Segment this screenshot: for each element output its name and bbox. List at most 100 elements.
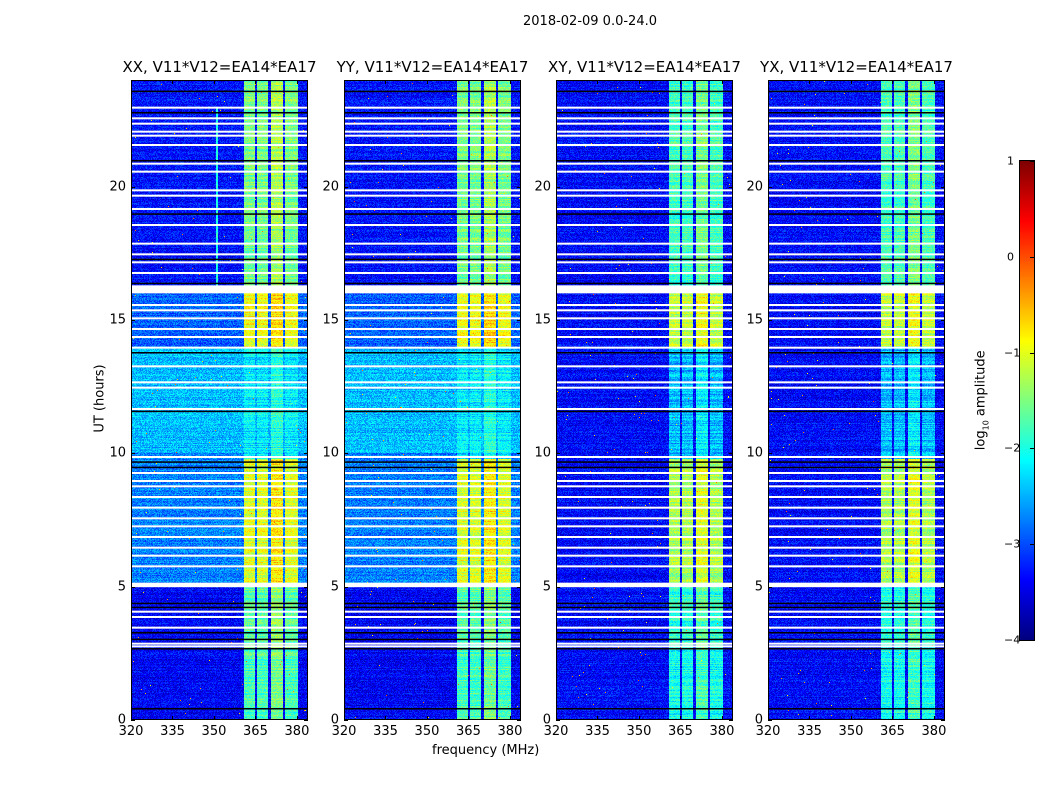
y-tick-mark [304,720,308,721]
y-tick-mark [941,320,945,321]
y-tick-mark [768,186,772,188]
y-tick-mark [768,453,772,455]
x-tick-label: 380 [709,724,735,739]
y-tick-label: 5 [754,579,763,595]
panel-xy: XY, V11*V12=EA14*EA17 320 335 350 365 380 0 5 10… [534,58,740,739]
panel-xx: XX, V11*V12=EA14*EA17 320 335 350 365 380 0 5 10… [109,58,316,739]
y-tick-mark [941,186,945,188]
colorbar-tick-mark [1030,544,1034,546]
y-tick-label: 15 [109,312,126,328]
x-tick-mark [172,80,174,84]
y-tick-mark [344,720,348,721]
y-tick-mark [729,320,733,321]
x-tick-mark [296,80,298,84]
y-tick-label: 20 [109,179,126,195]
x-tick-mark [721,716,723,720]
x-tick-mark [680,80,682,84]
x-tick-label: 350 [838,724,864,739]
spectrogram-heatmap [768,80,945,720]
y-tick-mark [517,720,521,721]
x-axis-label: frequency (MHz) [432,743,540,758]
y-tick-label: 10 [746,445,763,461]
x-tick-mark [426,80,428,84]
y-tick-label: 20 [322,179,339,195]
x-tick-mark [509,716,511,720]
x-tick-label: 350 [626,724,652,739]
x-tick-label: 335 [160,724,185,739]
x-tick-label: 365 [243,724,268,739]
colorbar-tick-mark [1030,256,1034,258]
panel-title: XX, V11*V12=EA14*EA17 [122,58,317,76]
colorbar-tick-mark [1030,352,1034,354]
y-tick-label: 0 [117,712,126,728]
y-tick-mark [556,320,560,321]
x-tick-label: 380 [921,724,947,739]
x-tick-mark [131,716,132,720]
x-tick-label: 380 [497,724,523,739]
y-tick-mark [304,586,308,588]
x-tick-label: 320 [755,724,781,739]
x-tick-mark [255,80,257,84]
y-tick-label: 10 [109,445,126,461]
x-tick-mark [172,716,174,720]
y-tick-mark [344,186,348,188]
y-tick-mark [556,720,560,721]
y-tick-mark [941,720,945,721]
x-tick-mark [809,716,811,720]
y-tick-label: 10 [534,445,551,461]
y-tick-mark [941,586,945,588]
x-tick-mark [468,80,470,84]
x-tick-label: 335 [797,724,822,739]
y-tick-label: 0 [330,712,339,728]
x-tick-label: 365 [880,724,905,739]
colorbar-tick-mark [1030,161,1034,162]
y-tick-mark [344,320,348,321]
x-tick-mark [768,80,769,84]
y-axis-label: UT (hours) [92,364,108,433]
y-tick-mark [344,453,348,455]
x-tick-label: 320 [543,724,569,739]
x-tick-mark [638,80,640,84]
panel-title: YY, V11*V12=EA14*EA17 [336,58,529,76]
x-tick-label: 320 [331,724,357,739]
y-tick-mark [304,320,308,321]
x-tick-label: 350 [201,724,227,739]
y-tick-label: 5 [117,579,126,595]
x-tick-mark [809,80,811,84]
x-tick-label: 365 [668,724,693,739]
y-tick-mark [517,586,521,588]
x-tick-mark [680,716,682,720]
x-tick-mark [933,716,935,720]
x-tick-label: 335 [373,724,398,739]
x-tick-mark [892,716,894,720]
y-tick-mark [556,453,560,455]
x-tick-mark [385,80,387,84]
x-tick-mark [426,716,428,720]
x-tick-mark [213,80,215,84]
y-tick-mark [729,586,733,588]
y-tick-mark [517,453,521,455]
y-tick-label: 0 [542,712,551,728]
figure-title: 2018-02-09 0.0-24.0 [523,14,657,29]
x-tick-mark [509,80,511,84]
spectrogram-heatmap [344,80,521,720]
colorbar-tick-mark [1030,640,1034,641]
x-tick-mark [255,716,257,720]
x-tick-mark [344,716,345,720]
y-tick-mark [729,453,733,455]
x-tick-mark [556,80,557,84]
colorbar-tick-label: −3 [1004,537,1021,551]
panel-yx: YX, V11*V12=EA14*EA17 320 335 350 365 380 0 5 10… [746,58,952,739]
y-tick-mark [768,720,772,721]
x-tick-mark [131,80,132,84]
x-tick-label: 335 [585,724,610,739]
y-tick-mark [768,320,772,321]
x-tick-mark [638,716,640,720]
y-tick-label: 20 [746,179,763,195]
panel-title: YX, V11*V12=EA14*EA17 [760,58,953,76]
y-tick-mark [304,453,308,455]
spectrogram-heatmap [131,80,308,720]
x-tick-label: 365 [456,724,481,739]
panel-title: XY, V11*V12=EA14*EA17 [548,58,741,76]
y-tick-mark [729,186,733,188]
